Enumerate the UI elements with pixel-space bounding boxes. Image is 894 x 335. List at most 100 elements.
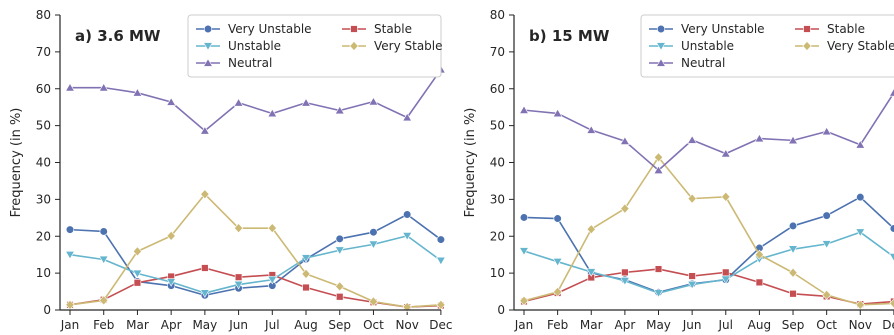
- legend-marker-stable: [350, 25, 358, 33]
- y-tick-label: 30: [36, 192, 51, 206]
- data-point-unstable: [301, 254, 311, 263]
- legend-marker-very-stable: [802, 40, 812, 52]
- legend-marker-very-unstable: [656, 24, 666, 34]
- y-tick-label: 80: [490, 8, 505, 22]
- x-tick-label: Feb: [93, 318, 114, 332]
- x-tick-label: Nov: [395, 318, 418, 332]
- x-tick-label: Apr: [615, 318, 636, 332]
- data-point-neutral: [65, 82, 75, 92]
- x-tick-label: May: [192, 318, 217, 332]
- data-point-very-stable: [200, 189, 210, 200]
- x-tick-label: Dec: [882, 318, 894, 332]
- data-point-unstable: [402, 232, 413, 241]
- data-point-very-unstable: [856, 193, 865, 202]
- data-point-neutral: [687, 135, 698, 144]
- x-tick-label: Jun: [682, 318, 702, 332]
- plot-area: [65, 64, 446, 313]
- series-line-neutral: [70, 69, 442, 132]
- x-tick-label: Dec: [429, 318, 452, 332]
- data-point-very-stable: [653, 152, 664, 163]
- panel-title: a) 3.6 MW: [75, 27, 161, 45]
- data-point-unstable: [166, 278, 177, 287]
- data-point-very-stable: [335, 281, 345, 292]
- x-tick-label: Jan: [514, 318, 534, 332]
- data-point-neutral: [888, 88, 894, 97]
- data-point-neutral: [233, 97, 244, 107]
- data-point-unstable: [586, 268, 597, 277]
- data-point-very-stable: [368, 296, 379, 307]
- series-line-very-stable: [69, 193, 441, 308]
- data-point-very-unstable: [335, 234, 344, 243]
- legend: Very Unstable Unstable Neutral Stable Very S…: [640, 14, 894, 78]
- y-axis-title: Frequency (in %): [9, 108, 24, 218]
- data-point-very-stable: [721, 191, 731, 202]
- data-point-very-stable: [519, 295, 529, 306]
- legend-marker-neutral: [656, 58, 666, 67]
- data-point-neutral: [199, 125, 210, 135]
- legend-box: [187, 14, 442, 78]
- legend-label-stable: Stable: [374, 22, 412, 36]
- data-point-very-unstable: [519, 213, 529, 222]
- data-point-unstable: [368, 240, 379, 250]
- data-point-neutral: [619, 136, 630, 145]
- data-point-unstable: [855, 228, 866, 237]
- data-point-unstable: [552, 257, 563, 267]
- legend-label-very-unstable: Very Unstable: [681, 22, 765, 36]
- chart-panel-a: 0 10 20 30 40 50 60 70 80 Jan Feb Mar Apr May Jun Jul Au…: [9, 8, 453, 332]
- legend-label-very-stable: Very Stable: [827, 39, 894, 53]
- legend-marker-unstable: [203, 42, 213, 51]
- data-point-stable: [688, 272, 696, 280]
- legend-marker-neutral: [203, 58, 213, 67]
- data-point-neutral: [132, 88, 143, 97]
- x-tick-label: Jun: [228, 318, 248, 332]
- y-tick-label: 40: [36, 156, 51, 170]
- data-point-neutral: [821, 126, 832, 136]
- x-tick-label: Sep: [328, 318, 351, 332]
- data-point-very-stable: [166, 230, 176, 241]
- data-point-very-stable: [822, 289, 832, 300]
- y-tick-label: 70: [36, 45, 51, 59]
- y-tick-label: 70: [490, 45, 505, 59]
- data-point-very-unstable: [403, 210, 412, 219]
- data-point-unstable: [619, 277, 630, 286]
- x-tick-label: Sep: [782, 318, 805, 332]
- legend-label-very-unstable: Very Unstable: [228, 22, 312, 36]
- data-point-neutral: [552, 108, 563, 118]
- data-point-unstable: [653, 289, 664, 298]
- y-tick-label: 0: [497, 303, 505, 317]
- chart-layer: 0 10 20 30 40 50 60 70 80 Jan Feb Mar Apr May Jun Jul Au…: [9, 8, 894, 332]
- y-tick-label: 80: [36, 8, 51, 22]
- data-point-very-unstable: [788, 221, 798, 231]
- data-point-unstable: [334, 246, 345, 256]
- data-point-unstable: [720, 275, 731, 285]
- legend-marker-very-unstable: [203, 24, 213, 34]
- y-tick-label: 0: [43, 303, 51, 317]
- data-point-very-stable: [301, 268, 311, 279]
- series-line-very-unstable: [69, 213, 442, 297]
- y-tick-label: 10: [490, 266, 505, 280]
- x-tick-label: Apr: [161, 318, 182, 332]
- series-line-very-stable: [523, 156, 894, 306]
- data-point-neutral: [267, 108, 278, 118]
- legend-marker-very-stable: [349, 40, 359, 52]
- data-point-stable: [722, 268, 730, 277]
- x-tick-label: Nov: [849, 318, 872, 332]
- data-point-stable: [789, 290, 797, 298]
- data-point-stable: [336, 293, 344, 301]
- data-point-unstable: [821, 240, 832, 249]
- data-point-very-stable: [267, 223, 277, 234]
- x-tick-label: Oct: [363, 318, 384, 332]
- x-tick-label: Oct: [816, 318, 837, 332]
- legend-label-neutral: Neutral: [228, 56, 272, 70]
- y-tick-label: 50: [490, 119, 505, 133]
- data-point-neutral: [855, 140, 866, 149]
- data-point-neutral: [653, 165, 664, 174]
- data-point-very-stable: [586, 224, 596, 235]
- legend-label-unstable: Unstable: [228, 39, 281, 53]
- data-point-unstable: [687, 280, 698, 290]
- data-point-neutral: [519, 105, 529, 114]
- y-tick-label: 50: [36, 119, 51, 133]
- legend-label-unstable: Unstable: [681, 39, 734, 53]
- x-tick-label: Mar: [580, 318, 603, 332]
